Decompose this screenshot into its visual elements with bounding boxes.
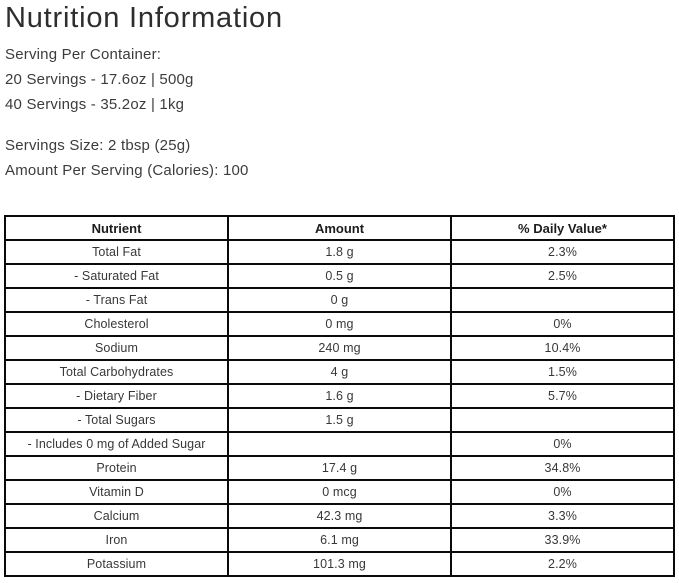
table-row: Cholesterol 0 mg 0% <box>4 311 675 337</box>
nutrient-cell: Cholesterol <box>4 311 229 337</box>
amount-cell: 0 g <box>227 287 452 313</box>
table-header-row: Nutrient Amount % Daily Value* <box>4 215 675 241</box>
nutrient-cell: Protein <box>4 455 229 481</box>
table-row: Total Fat 1.8 g 2.3% <box>4 239 675 265</box>
nutrient-cell: Sodium <box>4 335 229 361</box>
nutrient-cell: - Dietary Fiber <box>4 383 229 409</box>
table-row: Protein 17.4 g 34.8% <box>4 455 675 481</box>
table-row: Iron 6.1 mg 33.9% <box>4 527 675 553</box>
daily-value-cell: 2.3% <box>450 239 675 265</box>
daily-value-cell: 0% <box>450 431 675 457</box>
table-row: - Includes 0 mg of Added Sugar 0% <box>4 431 675 457</box>
column-header-nutrient: Nutrient <box>4 215 229 241</box>
table-row: - Trans Fat 0 g <box>4 287 675 313</box>
serving-option-40: 40 Servings - 35.2oz | 1kg <box>5 96 185 113</box>
nutrient-cell: - Includes 0 mg of Added Sugar <box>4 431 229 457</box>
nutrient-cell: - Trans Fat <box>4 287 229 313</box>
daily-value-cell: 0% <box>450 479 675 505</box>
daily-value-cell: 2.2% <box>450 551 675 577</box>
amount-cell: 42.3 mg <box>227 503 452 529</box>
amount-cell: 1.6 g <box>227 383 452 409</box>
nutrient-cell: Total Fat <box>4 239 229 265</box>
amount-cell: 0 mcg <box>227 479 452 505</box>
nutrient-cell: Iron <box>4 527 229 553</box>
daily-value-cell: 2.5% <box>450 263 675 289</box>
amount-cell: 1.8 g <box>227 239 452 265</box>
daily-value-cell: 34.8% <box>450 455 675 481</box>
daily-value-cell <box>450 407 675 433</box>
daily-value-cell: 5.7% <box>450 383 675 409</box>
amount-cell: 4 g <box>227 359 452 385</box>
serving-size-text: Servings Size: 2 tbsp (25g) <box>5 137 191 154</box>
nutrition-table: Nutrient Amount % Daily Value* Total Fat… <box>4 215 675 577</box>
daily-value-cell: 1.5% <box>450 359 675 385</box>
nutrient-cell: Calcium <box>4 503 229 529</box>
amount-cell: 240 mg <box>227 335 452 361</box>
daily-value-cell <box>450 287 675 313</box>
serving-per-container-label: Serving Per Container: <box>5 46 162 63</box>
amount-cell <box>227 431 452 457</box>
amount-cell: 17.4 g <box>227 455 452 481</box>
table-row: Potassium 101.3 mg 2.2% <box>4 551 675 577</box>
nutrient-cell: Vitamin D <box>4 479 229 505</box>
amount-cell: 6.1 mg <box>227 527 452 553</box>
table-row: - Saturated Fat 0.5 g 2.5% <box>4 263 675 289</box>
daily-value-cell: 3.3% <box>450 503 675 529</box>
table-row: Sodium 240 mg 10.4% <box>4 335 675 361</box>
serving-option-20: 20 Servings - 17.6oz | 500g <box>5 71 194 88</box>
daily-value-cell: 33.9% <box>450 527 675 553</box>
table-row: Total Carbohydrates 4 g 1.5% <box>4 359 675 385</box>
nutrient-cell: - Total Sugars <box>4 407 229 433</box>
amount-cell: 0.5 g <box>227 263 452 289</box>
table-row: - Dietary Fiber 1.6 g 5.7% <box>4 383 675 409</box>
table-row: - Total Sugars 1.5 g <box>4 407 675 433</box>
serving-size-block: Servings Size: 2 tbsp (25g) Amount Per S… <box>5 133 679 183</box>
daily-value-cell: 0% <box>450 311 675 337</box>
amount-cell: 0 mg <box>227 311 452 337</box>
amount-per-serving-text: Amount Per Serving (Calories): 100 <box>5 162 249 179</box>
column-header-amount: Amount <box>227 215 452 241</box>
serving-per-container-block: Serving Per Container: 20 Servings - 17.… <box>5 42 679 117</box>
daily-value-cell: 10.4% <box>450 335 675 361</box>
column-header-daily-value: % Daily Value* <box>450 215 675 241</box>
nutrient-cell: - Saturated Fat <box>4 263 229 289</box>
nutrient-cell: Total Carbohydrates <box>4 359 229 385</box>
nutrient-cell: Potassium <box>4 551 229 577</box>
amount-cell: 1.5 g <box>227 407 452 433</box>
page-title: Nutrition Information <box>5 2 283 34</box>
table-row: Calcium 42.3 mg 3.3% <box>4 503 675 529</box>
amount-cell: 101.3 mg <box>227 551 452 577</box>
